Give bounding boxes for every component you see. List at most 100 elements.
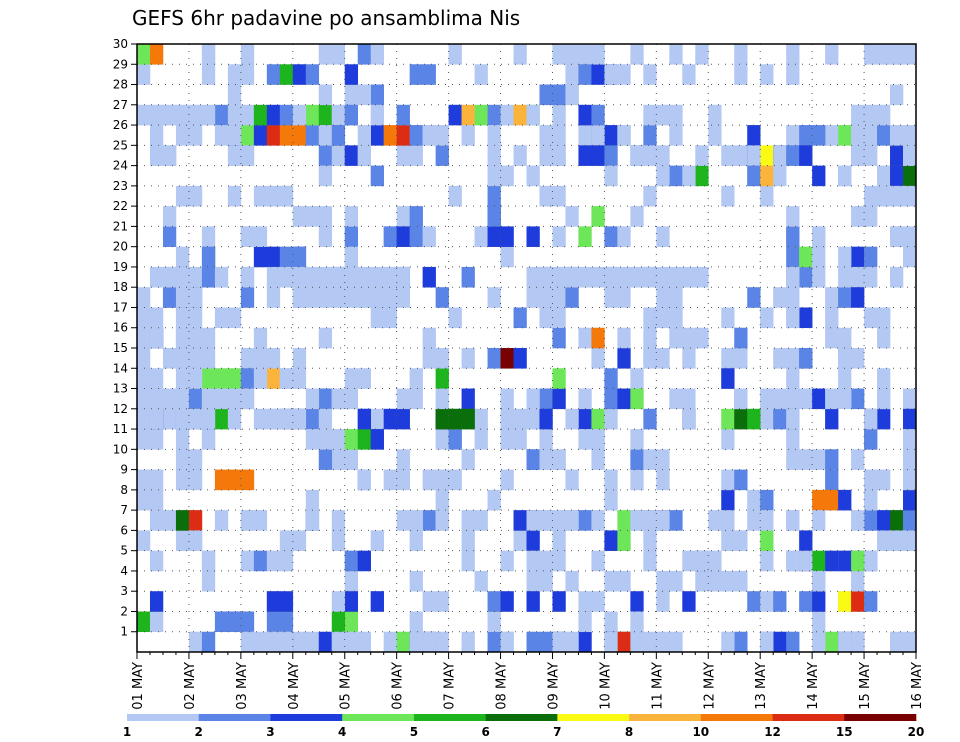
- heatmap-cell: [305, 429, 320, 450]
- y-tick-label: 30: [113, 37, 128, 51]
- heatmap-cell: [578, 611, 592, 633]
- heatmap-cell: [137, 307, 151, 329]
- heatmap-cell: [357, 145, 371, 166]
- heatmap-cell: [500, 408, 514, 430]
- heatmap-cell: [188, 530, 203, 551]
- heatmap-cell: [435, 145, 449, 166]
- heatmap-cell: [188, 631, 203, 653]
- heatmap-cell: [604, 388, 618, 410]
- x-tick-label: 10 MAY: [598, 662, 613, 710]
- heatmap-cell: [279, 104, 294, 126]
- y-tick-label: 10: [113, 442, 128, 456]
- heatmap-cell: [137, 104, 151, 126]
- heatmap-cell: [851, 388, 865, 410]
- heatmap-cell: [630, 429, 644, 450]
- heatmap-cell: [396, 206, 410, 227]
- heatmap-cell: [409, 64, 423, 85]
- heatmap-cell: [799, 449, 813, 470]
- heatmap-cell: [279, 631, 294, 653]
- heatmap-cell: [734, 469, 748, 491]
- heatmap-cell: [461, 631, 475, 653]
- heatmap-cell: [877, 185, 891, 207]
- heatmap-cell: [435, 510, 449, 531]
- heatmap-cell: [643, 307, 657, 329]
- heatmap-cell: [137, 327, 151, 349]
- colorbar-label: 12: [764, 725, 781, 739]
- heatmap-cell: [461, 408, 475, 430]
- heatmap-cell: [188, 287, 203, 308]
- heatmap-cell: [331, 429, 346, 450]
- heatmap-cell: [292, 206, 307, 227]
- heatmap-cell: [526, 449, 540, 470]
- y-tick-label: 15: [113, 341, 128, 355]
- heatmap-cell: [370, 44, 384, 65]
- heatmap-cell: [240, 44, 255, 65]
- heatmap-cell: [487, 165, 501, 187]
- heatmap-cell: [201, 550, 216, 572]
- heatmap-cell: [773, 165, 787, 187]
- heatmap-cell: [253, 550, 268, 572]
- heatmap-cell: [396, 449, 410, 470]
- heatmap-cell: [721, 570, 735, 592]
- heatmap-cell: [370, 287, 384, 308]
- heatmap-cell: [799, 125, 813, 146]
- heatmap-cell: [656, 104, 670, 126]
- heatmap-cell: [773, 408, 787, 430]
- heatmap-cell: [890, 125, 904, 146]
- heatmap-cell: [760, 64, 774, 85]
- heatmap-cell: [188, 510, 203, 531]
- heatmap-cell: [838, 368, 852, 389]
- colorbar-label: 8: [625, 725, 633, 739]
- heatmap-cell: [305, 489, 320, 511]
- heatmap-cell: [370, 84, 384, 106]
- colorbar-label: 15: [836, 725, 853, 739]
- heatmap-cell: [695, 165, 709, 187]
- heatmap-cell: [552, 266, 566, 288]
- heatmap-cell: [890, 165, 904, 187]
- heatmap-cell: [591, 550, 605, 572]
- heatmap-cell: [539, 307, 553, 329]
- heatmap-cell: [669, 104, 683, 126]
- x-tick-label: 15 MAY: [858, 662, 873, 710]
- heatmap-cell: [526, 591, 540, 612]
- heatmap-cell: [786, 368, 800, 389]
- heatmap-cell: [331, 125, 346, 146]
- heatmap-cell: [396, 388, 410, 410]
- heatmap-cell: [188, 348, 203, 369]
- heatmap-cell: [643, 510, 657, 531]
- heatmap-cell: [162, 348, 177, 369]
- heatmap-cell: [266, 408, 281, 430]
- heatmap-cell: [565, 84, 579, 106]
- heatmap-cell: [552, 368, 566, 389]
- heatmap-cell: [409, 611, 423, 633]
- heatmap-cell: [617, 226, 631, 247]
- heatmap-cell: [617, 348, 631, 369]
- heatmap-cell: [279, 185, 294, 207]
- heatmap-cell: [448, 429, 462, 450]
- heatmap-cell: [734, 44, 748, 65]
- heatmap-cell: [903, 226, 917, 247]
- heatmap-cell: [279, 368, 294, 389]
- colorbar-swatch: [844, 714, 917, 721]
- heatmap-cell: [513, 408, 527, 430]
- heatmap-cell: [786, 388, 800, 410]
- heatmap-cell: [604, 266, 618, 288]
- heatmap-cell: [747, 591, 761, 612]
- heatmap-cell: [812, 591, 826, 612]
- heatmap-cell: [812, 226, 826, 247]
- heatmap-cell: [344, 631, 359, 653]
- heatmap-cell: [643, 327, 657, 349]
- heatmap-cell: [201, 226, 216, 247]
- heatmap-cell: [695, 145, 709, 166]
- heatmap-cell: [331, 44, 346, 65]
- heatmap-cell: [851, 145, 865, 166]
- heatmap-cell: [227, 368, 242, 389]
- heatmap-cell: [682, 550, 696, 572]
- heatmap-cell: [552, 185, 566, 207]
- x-tick-label: 14 MAY: [806, 662, 821, 710]
- heatmap-cell: [318, 145, 333, 166]
- heatmap-cell: [669, 631, 683, 653]
- heatmap-cell: [149, 266, 164, 288]
- heatmap-cell: [617, 570, 631, 592]
- heatmap-cell: [500, 591, 514, 612]
